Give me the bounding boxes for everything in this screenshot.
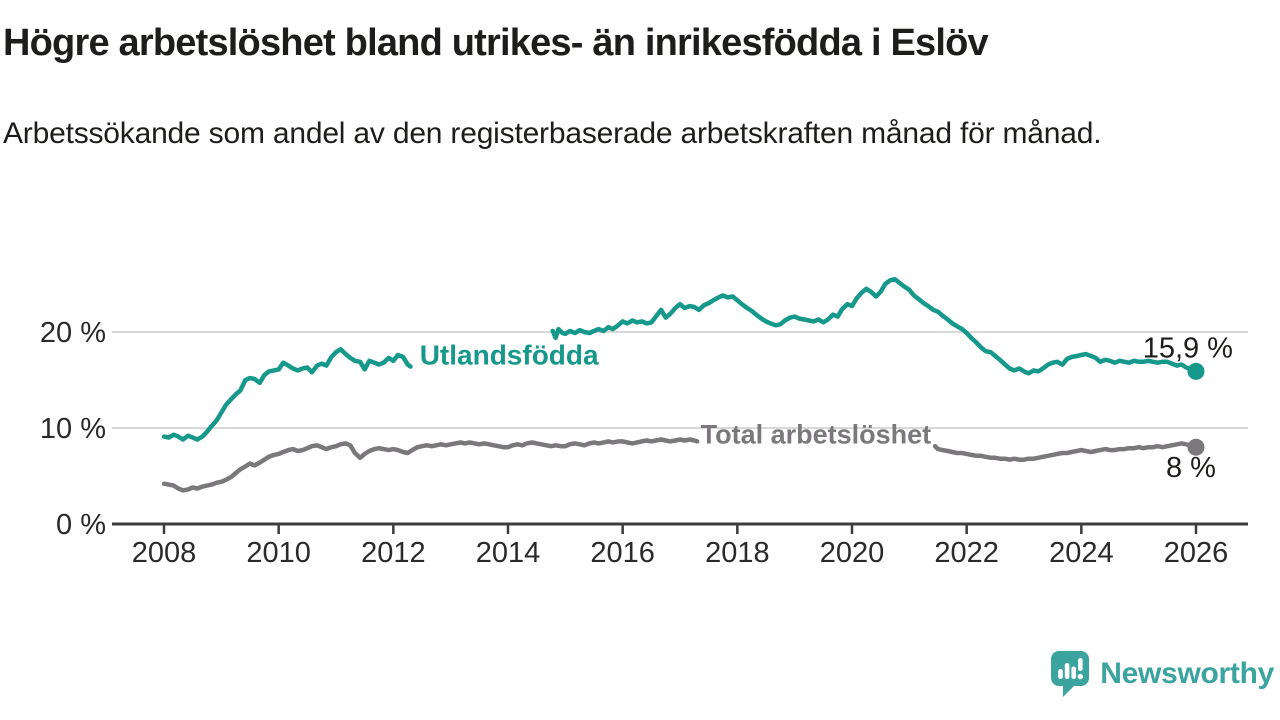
page-subtitle: Arbetssökande som andel av den registerb… [3,117,1102,150]
newsworthy-brand-text: Newsworthy [1100,657,1274,690]
newsworthy-logo: Newsworthy [1050,650,1274,698]
x-tick-label: 2010 [246,537,311,569]
series-line [932,441,1199,462]
x-tick-label: 2018 [705,537,770,569]
series-label: Utlandsfödda [420,340,599,371]
series-end-dot [1187,362,1205,380]
series-label: Total arbetslöshet [701,420,932,450]
x-tick-label: 2012 [361,537,426,569]
newsworthy-logo-icon [1051,651,1090,697]
series-line [161,437,700,493]
y-tick-label: 0 % [56,509,106,541]
x-tick-label: 2024 [1049,537,1114,569]
series-end-dot [1187,438,1205,456]
x-tick-label: 2008 [132,537,197,569]
page-title: Högre arbetslöshet bland utrikes- än inr… [3,22,989,64]
x-tick-label: 2026 [1164,537,1229,569]
series-line [161,347,413,442]
x-tick-label: 2022 [934,537,999,569]
x-tick-label: 2016 [590,537,655,569]
y-tick-label: 10 % [40,413,106,445]
series-end-value-label: 8 % [1166,452,1216,484]
y-tick-label: 20 % [40,317,106,349]
series-line [550,276,1199,376]
x-tick-label: 2014 [476,537,541,569]
series-end-value-label: 15,9 % [1143,332,1233,364]
x-tick-label: 2020 [820,537,885,569]
